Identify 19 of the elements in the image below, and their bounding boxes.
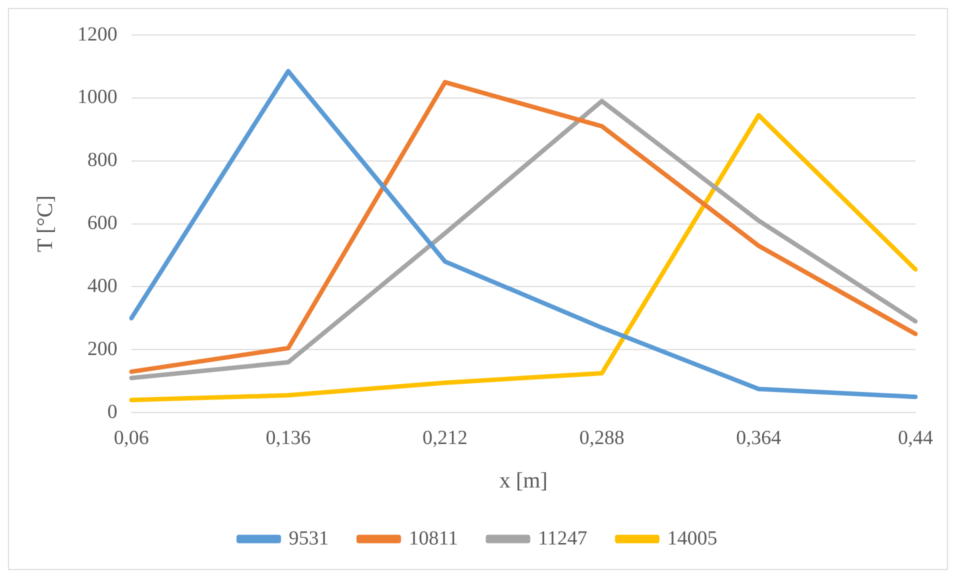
- y-tick-label: 400: [87, 274, 118, 297]
- legend-label: 9531: [288, 527, 329, 550]
- y-tick-label: 800: [87, 149, 118, 172]
- y-axis-title: T [°C]: [32, 195, 57, 252]
- legend-label: 14005: [667, 527, 718, 550]
- x-tick-label: 0,212: [422, 426, 468, 449]
- y-tick-label: 200: [87, 338, 118, 360]
- y-tick-label: 1000: [77, 86, 118, 108]
- legend-label: 10811: [408, 527, 458, 550]
- y-tick-label: 0: [107, 400, 118, 423]
- x-tick-label: 0,06: [114, 426, 149, 449]
- legend-label: 11247: [538, 527, 588, 550]
- x-tick-label: 0,288: [579, 426, 624, 449]
- x-tick-label: 0,364: [736, 426, 782, 449]
- y-tick-label: 600: [87, 212, 118, 234]
- y-tick-label: 1200: [77, 23, 118, 46]
- x-tick-label: 0,136: [266, 426, 311, 449]
- x-tick-label: 0,44: [898, 426, 933, 449]
- x-axis-title: x [m]: [499, 468, 548, 493]
